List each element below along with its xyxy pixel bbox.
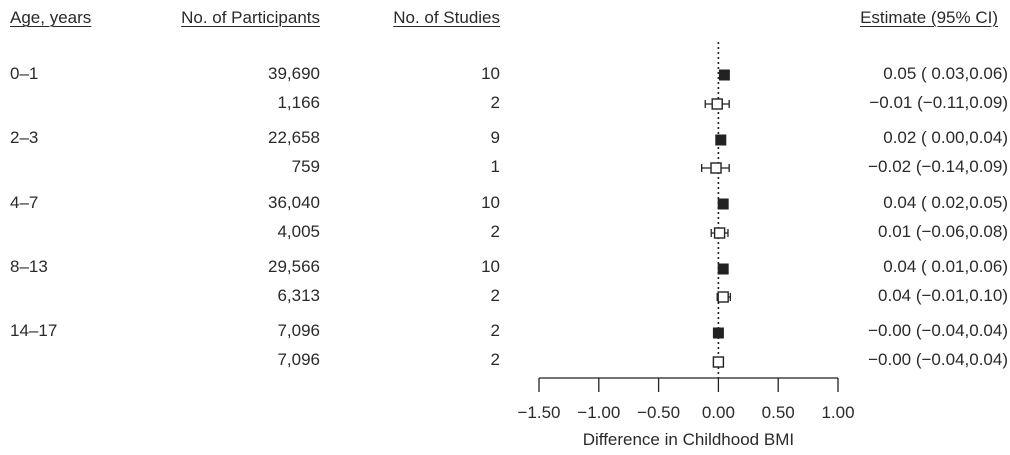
header-participants: No. of Participants [181, 8, 320, 27]
row-studies: 10 [481, 257, 500, 276]
estimate-marker-open [713, 227, 726, 239]
estimate-marker-open [711, 98, 723, 110]
estimate-marker-open [717, 291, 729, 303]
x-tick-label: −1.50 [517, 403, 560, 422]
x-tick-label: −0.50 [637, 403, 680, 422]
row-studies: 10 [481, 193, 500, 212]
row-estimate: −0.00 (−0.04,0.04) [868, 350, 1008, 369]
row-age: 0–1 [10, 64, 39, 83]
row-participants: 29,566 [268, 257, 320, 276]
row-estimate: 0.04 (−0.01,0.10) [878, 286, 1008, 305]
header-studies: No. of Studies [393, 8, 500, 27]
row-studies: 2 [490, 321, 500, 340]
row-participants: 22,658 [268, 128, 320, 147]
estimate-marker-open [712, 356, 725, 368]
row-participants: 36,040 [268, 193, 320, 212]
row-estimate: 0.02 ( 0.00,0.04) [883, 128, 1008, 147]
row-participants: 4,005 [277, 222, 320, 241]
row-studies: 2 [490, 222, 500, 241]
row-estimate: 0.05 ( 0.03,0.06) [883, 64, 1008, 83]
row-estimate: 0.04 ( 0.01,0.06) [883, 257, 1008, 276]
row-studies: 2 [490, 93, 500, 112]
row-studies: 1 [490, 157, 500, 176]
x-tick-label: 1.00 [821, 403, 854, 422]
estimate-marker-filled [717, 198, 729, 210]
row-studies: 9 [490, 128, 500, 147]
row-participants: 1,166 [277, 93, 320, 112]
x-tick-label: −1.00 [577, 403, 620, 422]
estimate-marker-filled [712, 327, 724, 339]
x-tick-label: 0.00 [702, 403, 735, 422]
estimate-marker-filled [717, 263, 729, 275]
row-participants: 39,690 [268, 64, 320, 83]
header-estimate: Estimate (95% CI) [860, 8, 998, 27]
row-participants: 7,096 [277, 350, 320, 369]
row-participants: 7,096 [277, 321, 320, 340]
row-estimate: −0.01 (−0.11,0.09) [869, 93, 1008, 112]
header-age: Age, years [10, 8, 92, 27]
x-axis-label: Difference in Childhood BMI [583, 430, 794, 449]
row-participants: 759 [291, 157, 320, 176]
row-studies: 2 [490, 350, 500, 369]
row-estimate: −0.00 (−0.04,0.04) [868, 321, 1008, 340]
row-estimate: 0.04 ( 0.02,0.05) [883, 193, 1008, 212]
row-age: 14–17 [10, 321, 58, 340]
row-age: 8–13 [10, 257, 48, 276]
row-estimate: 0.01 (−0.06,0.08) [878, 222, 1008, 241]
x-tick-label: 0.50 [762, 403, 795, 422]
row-age: 4–7 [10, 193, 39, 212]
estimate-marker-filled [715, 134, 727, 146]
estimate-marker-filled [718, 69, 730, 81]
row-studies: 2 [490, 286, 500, 305]
row-estimate: −0.02 (−0.14,0.09) [868, 157, 1008, 176]
row-age: 2–3 [10, 128, 39, 147]
estimate-marker-open [710, 162, 722, 174]
row-participants: 6,313 [277, 286, 320, 305]
row-studies: 10 [481, 64, 500, 83]
